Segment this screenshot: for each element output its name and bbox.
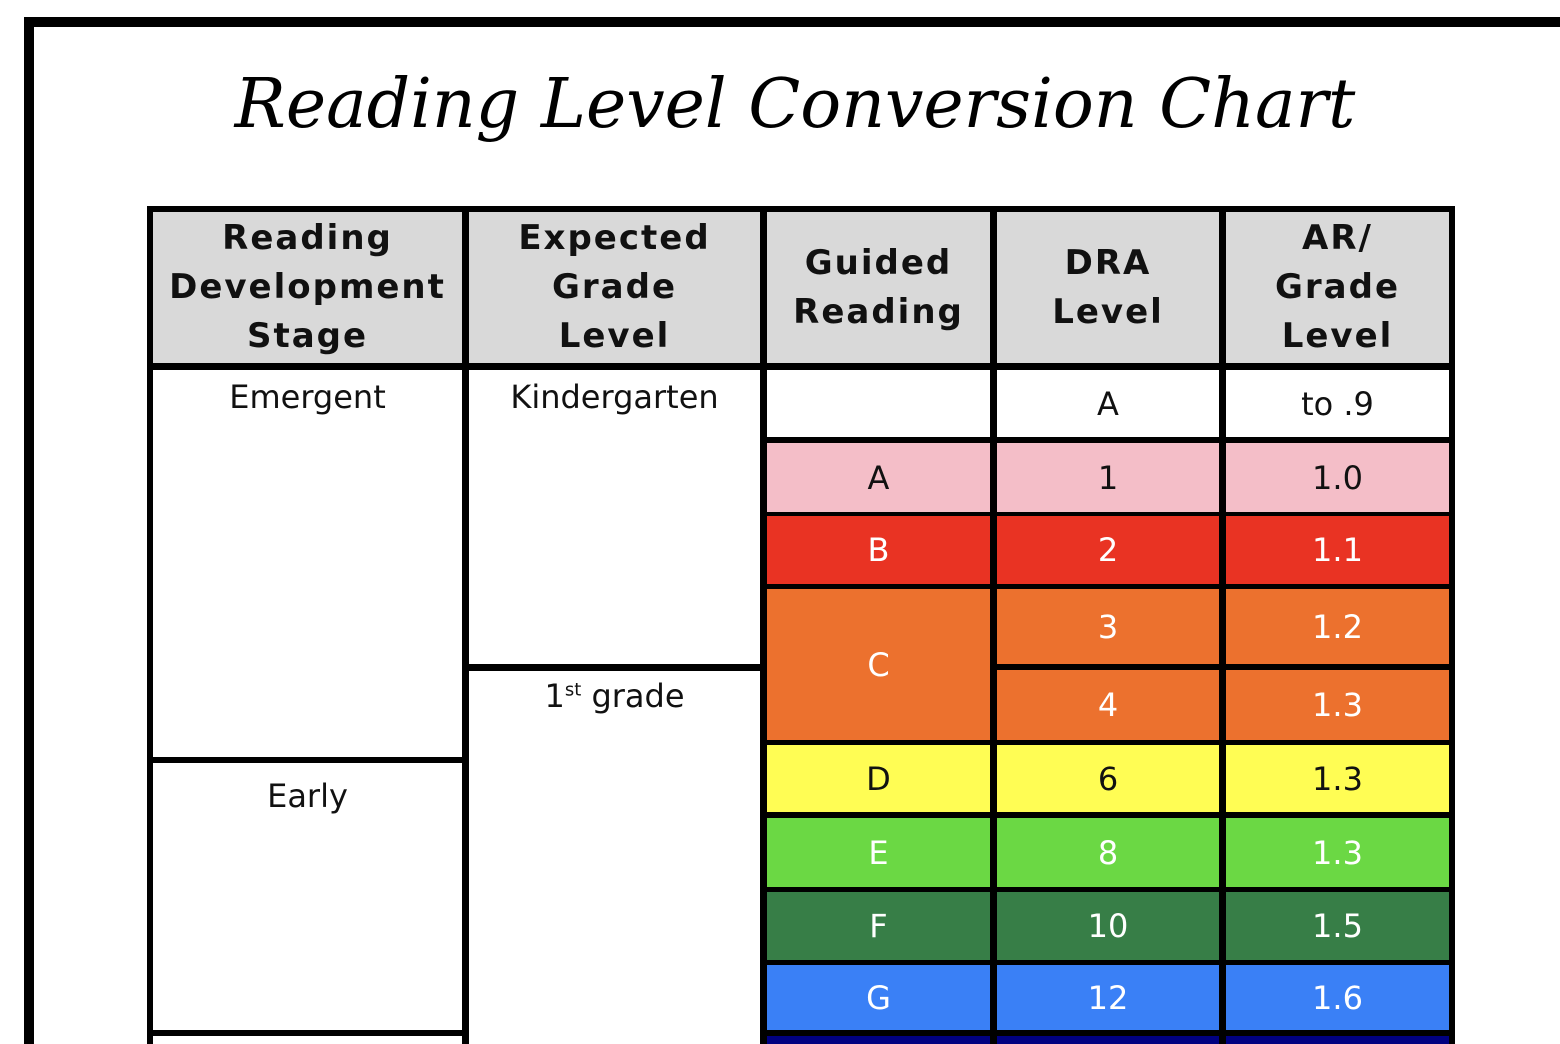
grade-first-suffix: st (564, 679, 582, 701)
row-1-dra: 1 (997, 443, 1219, 512)
row-5-guided: D (767, 745, 990, 812)
row-2-ar: 1.1 (1226, 516, 1449, 584)
grade-kindergarten: Kindergarten (469, 370, 760, 664)
header-ar: AR/ Grade Level (1226, 212, 1449, 363)
row-3-dra: 3 (997, 589, 1219, 664)
row-1-guided: A (767, 443, 990, 512)
row-7-guided: F (767, 892, 990, 960)
row-5-dra: 6 (997, 745, 1219, 812)
row-0-dra: A (997, 370, 1219, 437)
row-0-guided (767, 370, 990, 437)
row-7-ar: 1.5 (1226, 892, 1449, 960)
row-8-dra: 12 (997, 965, 1219, 1030)
header-dra: DRA Level (997, 212, 1219, 363)
row-5-ar: 1.3 (1226, 745, 1449, 812)
row-7-dra: 10 (997, 892, 1219, 960)
page-title: Reading Level Conversion Chart (234, 65, 1356, 144)
row-6-dra: 8 (997, 818, 1219, 887)
row-2-dra: 2 (997, 516, 1219, 584)
header-grade: Expected Grade Level (469, 212, 760, 363)
header-guided: Guided Reading (767, 212, 990, 363)
grade-first: 1st grade (469, 671, 760, 1044)
row-8-ar: 1.6 (1226, 965, 1449, 1030)
row-0-ar: to .9 (1226, 370, 1449, 437)
row-2-guided: B (767, 516, 990, 584)
row-3-guided: C (767, 589, 990, 740)
page-border-top (24, 17, 1560, 27)
row-4-ar: 1.3 (1226, 670, 1449, 740)
row-6-guided: E (767, 818, 990, 887)
grade-first-text: 1st grade (544, 677, 684, 715)
grade-first-number: 1 (544, 677, 565, 715)
grade-first-word: grade (581, 677, 685, 715)
row-9-dra (997, 1036, 1219, 1044)
row-6-ar: 1.3 (1226, 818, 1449, 887)
row-4-dra: 4 (997, 670, 1219, 740)
stage-emergent: Emergent (153, 370, 462, 757)
row-3-ar: 1.2 (1226, 589, 1449, 664)
row-9-guided (767, 1036, 990, 1044)
stage-next (153, 1036, 462, 1044)
row-8-guided: G (767, 965, 990, 1030)
row-9-ar (1226, 1036, 1449, 1044)
row-1-ar: 1.0 (1226, 443, 1449, 512)
header-stage: Reading Development Stage (153, 212, 462, 363)
stage-early: Early (153, 763, 462, 1030)
page-border-left (24, 17, 34, 1044)
